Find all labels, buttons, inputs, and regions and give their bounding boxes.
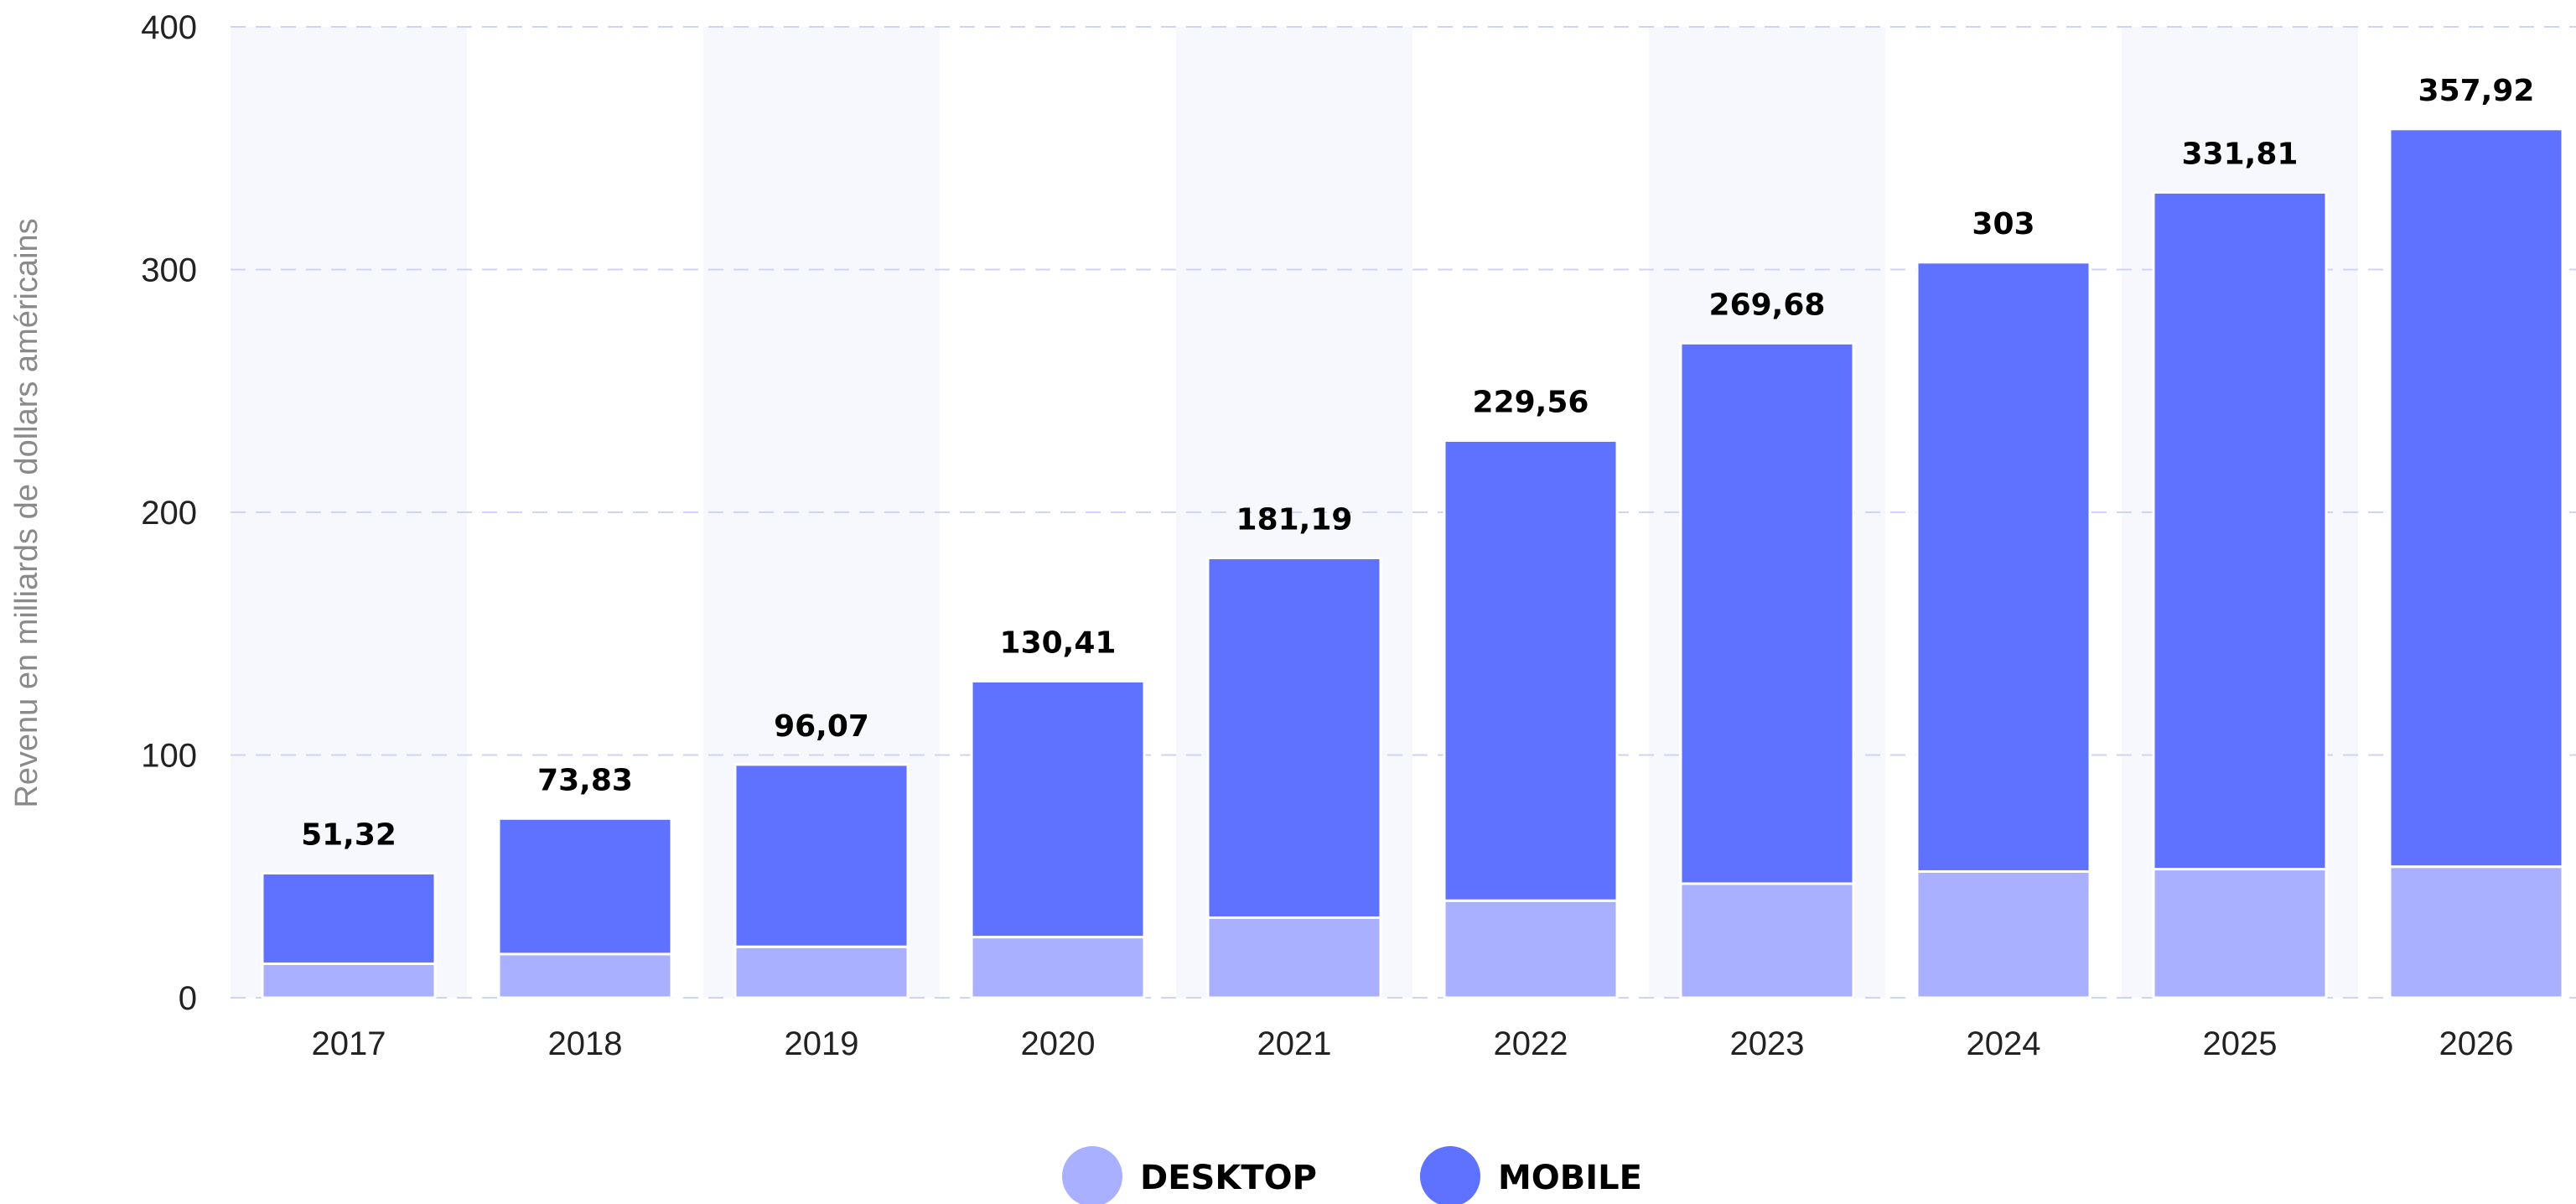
total-labels: 51,32 73,83 96,07 130,41 181,19 229,56 269,68 3…: [301, 74, 2534, 853]
x-tick-2019: 2019: [785, 1025, 859, 1062]
bar-mobile-2018: [497, 817, 673, 956]
x-tick-2023: 2023: [1730, 1025, 1805, 1062]
bar-mobile-2023: [1679, 341, 1855, 885]
bar-mobile-2021: [1206, 556, 1382, 919]
x-tick-2017: 2017: [312, 1025, 386, 1062]
total-label-2017: 51,32: [301, 817, 397, 852]
bar-mobile-2019: [733, 763, 910, 948]
bar-desktop-2020: [970, 936, 1146, 999]
bar-mobile-2020: [970, 679, 1146, 939]
bar-mobile-2025: [2152, 190, 2328, 871]
legend-item-mobile: MOBILE: [1420, 1146, 1642, 1204]
y-axis-label: Revenu en milliards de dollars américain…: [9, 218, 44, 807]
legend: DESKTOP MOBILE: [1062, 1146, 1642, 1204]
y-tick-0: 0: [179, 980, 197, 1017]
legend-label-desktop: DESKTOP: [1140, 1159, 1317, 1197]
x-tick-2018: 2018: [548, 1025, 623, 1062]
y-axis-ticks: 0 100 200 300 400: [141, 9, 197, 1017]
bar-desktop-2025: [2152, 868, 2328, 999]
x-tick-2026: 2026: [2439, 1025, 2514, 1062]
legend-label-mobile: MOBILE: [1498, 1159, 1642, 1197]
bar-desktop-2026: [2388, 865, 2564, 999]
y-tick-300: 300: [141, 252, 197, 289]
total-label-2024: 303: [1972, 207, 2034, 241]
total-label-2022: 229,56: [1473, 385, 1589, 419]
total-label-2025: 331,81: [2182, 137, 2299, 171]
total-label-2023: 269,68: [1709, 288, 1826, 322]
total-label-2018: 73,83: [537, 763, 633, 797]
y-tick-100: 100: [141, 738, 197, 775]
legend-item-desktop: DESKTOP: [1062, 1146, 1317, 1204]
total-label-2020: 130,41: [1000, 625, 1117, 660]
bar-desktop-2019: [733, 945, 910, 999]
x-tick-2020: 2020: [1021, 1025, 1096, 1062]
bar-desktop-2018: [497, 952, 673, 999]
bar-desktop-2017: [261, 962, 437, 999]
bar-mobile-2017: [261, 871, 437, 965]
total-label-2026: 357,92: [2418, 74, 2535, 108]
legend-swatch-desktop: [1062, 1146, 1122, 1204]
bar-desktop-2023: [1679, 882, 1855, 999]
bar-mobile-2026: [2388, 127, 2564, 869]
x-tick-2021: 2021: [1257, 1025, 1332, 1062]
legend-swatch-mobile: [1420, 1146, 1480, 1204]
bars: [261, 127, 2564, 999]
x-tick-2022: 2022: [1494, 1025, 1568, 1062]
x-tick-2024: 2024: [1967, 1025, 2041, 1062]
y-tick-400: 400: [141, 9, 197, 46]
x-tick-2025: 2025: [2203, 1025, 2278, 1062]
bar-desktop-2021: [1206, 916, 1382, 999]
y-tick-200: 200: [141, 495, 197, 532]
x-axis-ticks: 2017 2018 2019 2020 2021 2022 2023 2024 2025 2026: [312, 1025, 2514, 1062]
total-label-2021: 181,19: [1236, 502, 1353, 537]
bar-desktop-2022: [1443, 899, 1619, 999]
bar-mobile-2024: [1915, 261, 2091, 873]
bar-desktop-2024: [1915, 869, 2091, 999]
bar-mobile-2022: [1443, 439, 1619, 902]
total-label-2019: 96,07: [774, 709, 869, 744]
